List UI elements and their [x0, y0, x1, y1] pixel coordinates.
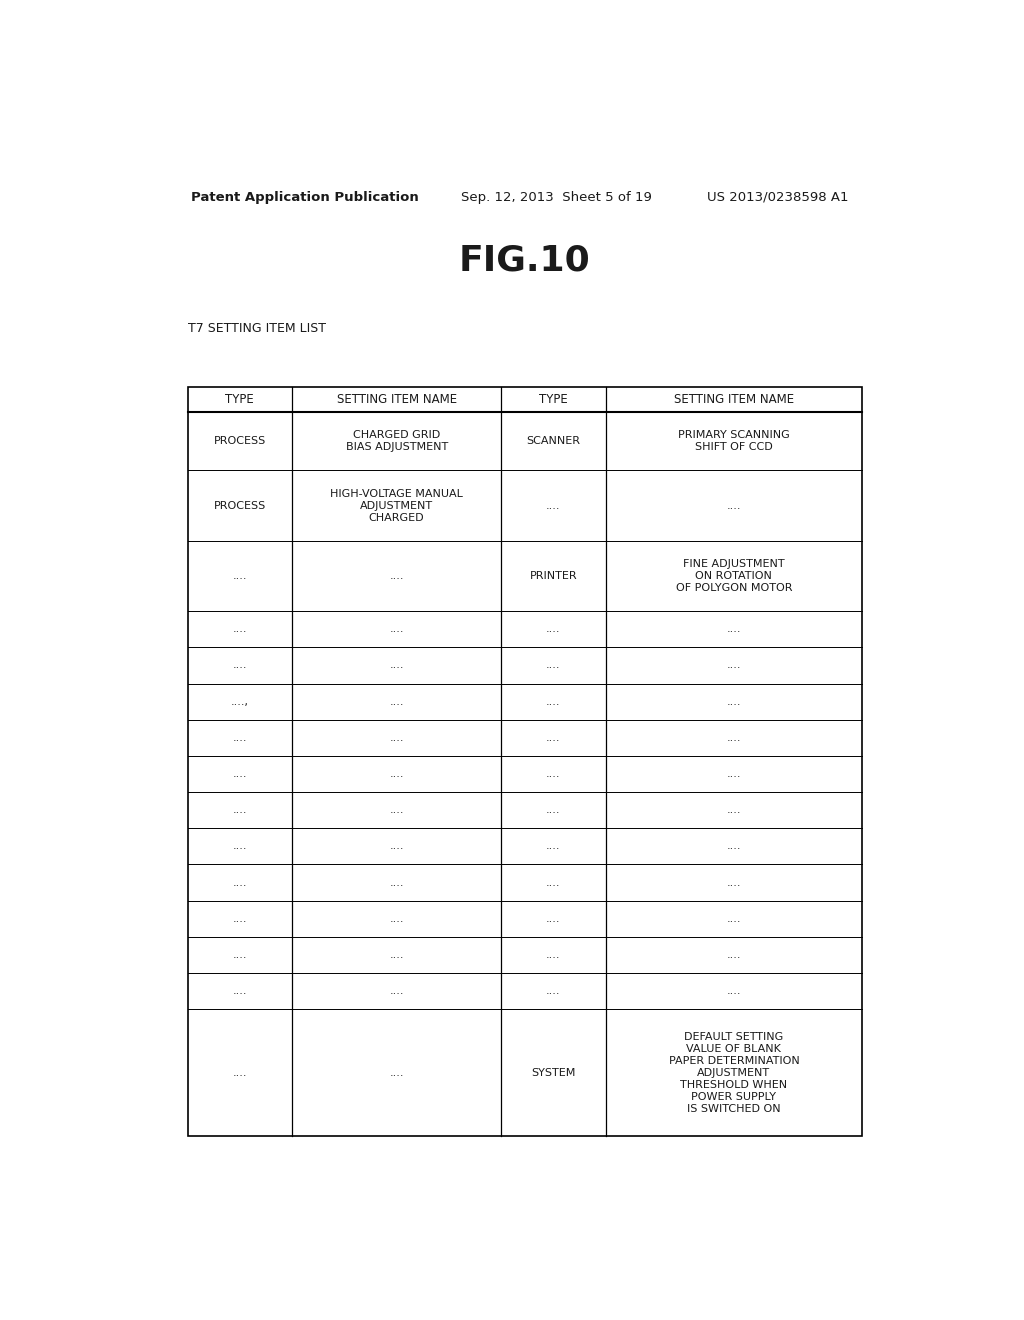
Text: DEFAULT SETTING
VALUE OF BLANK
PAPER DETERMINATION
ADJUSTMENT
THRESHOLD WHEN
POW: DEFAULT SETTING VALUE OF BLANK PAPER DET…	[669, 1032, 800, 1114]
Text: ....: ....	[389, 770, 403, 779]
Text: ....: ....	[727, 733, 741, 743]
Text: PROCESS: PROCESS	[214, 436, 266, 446]
Text: T7 SETTING ITEM LIST: T7 SETTING ITEM LIST	[187, 322, 326, 335]
Text: FIG.10: FIG.10	[459, 243, 591, 277]
Text: ....: ....	[727, 878, 741, 887]
Text: ....: ....	[546, 805, 561, 816]
Text: ....: ....	[546, 950, 561, 960]
Text: ....: ....	[232, 733, 247, 743]
Text: ....: ....	[232, 913, 247, 924]
Text: PRIMARY SCANNING
SHIFT OF CCD: PRIMARY SCANNING SHIFT OF CCD	[678, 430, 790, 453]
Text: SCANNER: SCANNER	[526, 436, 581, 446]
Text: ....: ....	[232, 878, 247, 887]
Text: ....: ....	[232, 624, 247, 635]
Text: ....: ....	[232, 841, 247, 851]
Text: ....: ....	[727, 841, 741, 851]
Text: ....: ....	[389, 878, 403, 887]
Text: TYPE: TYPE	[225, 393, 254, 407]
Text: ....: ....	[389, 986, 403, 997]
Text: ....: ....	[232, 660, 247, 671]
Text: CHARGED GRID
BIAS ADJUSTMENT: CHARGED GRID BIAS ADJUSTMENT	[345, 430, 447, 453]
Text: ....: ....	[546, 913, 561, 924]
Text: ....: ....	[727, 660, 741, 671]
Text: ....: ....	[389, 660, 403, 671]
Text: ....: ....	[546, 986, 561, 997]
Text: ....: ....	[546, 500, 561, 511]
Text: ....,: ....,	[230, 697, 249, 706]
Text: ....: ....	[546, 697, 561, 706]
Text: ....: ....	[546, 733, 561, 743]
Text: ....: ....	[232, 1068, 247, 1077]
Text: ....: ....	[546, 660, 561, 671]
Text: PRINTER: PRINTER	[529, 572, 578, 581]
Text: ....: ....	[727, 950, 741, 960]
Text: ....: ....	[232, 770, 247, 779]
Text: ....: ....	[546, 624, 561, 635]
Text: SYSTEM: SYSTEM	[531, 1068, 575, 1077]
Text: ....: ....	[727, 913, 741, 924]
Text: ....: ....	[389, 733, 403, 743]
Text: ....: ....	[389, 697, 403, 706]
Text: ....: ....	[389, 913, 403, 924]
Text: TYPE: TYPE	[539, 393, 568, 407]
Bar	[187, 387, 862, 1137]
Text: ....: ....	[727, 624, 741, 635]
Text: Sep. 12, 2013  Sheet 5 of 19: Sep. 12, 2013 Sheet 5 of 19	[461, 190, 652, 203]
Text: ....: ....	[727, 500, 741, 511]
Text: ....: ....	[232, 950, 247, 960]
Text: ....: ....	[232, 805, 247, 816]
Text: ....: ....	[727, 697, 741, 706]
Text: ....: ....	[546, 841, 561, 851]
Text: ....: ....	[727, 986, 741, 997]
Text: ....: ....	[727, 770, 741, 779]
Text: ....: ....	[727, 805, 741, 816]
Text: Patent Application Publication: Patent Application Publication	[191, 190, 419, 203]
Text: ....: ....	[546, 770, 561, 779]
Text: ....: ....	[389, 1068, 403, 1077]
Text: SETTING ITEM NAME: SETTING ITEM NAME	[674, 393, 794, 407]
Text: ....: ....	[232, 986, 247, 997]
Text: ....: ....	[389, 950, 403, 960]
Text: PROCESS: PROCESS	[214, 500, 266, 511]
Text: ....: ....	[546, 878, 561, 887]
Text: ....: ....	[389, 624, 403, 635]
Text: US 2013/0238598 A1: US 2013/0238598 A1	[708, 190, 849, 203]
Text: ....: ....	[232, 572, 247, 581]
Text: ....: ....	[389, 841, 403, 851]
Text: ....: ....	[389, 805, 403, 816]
Text: FINE ADJUSTMENT
ON ROTATION
OF POLYGON MOTOR: FINE ADJUSTMENT ON ROTATION OF POLYGON M…	[676, 560, 793, 593]
Text: HIGH-VOLTAGE MANUAL
ADJUSTMENT
CHARGED: HIGH-VOLTAGE MANUAL ADJUSTMENT CHARGED	[330, 488, 463, 523]
Text: SETTING ITEM NAME: SETTING ITEM NAME	[337, 393, 457, 407]
Text: ....: ....	[389, 572, 403, 581]
